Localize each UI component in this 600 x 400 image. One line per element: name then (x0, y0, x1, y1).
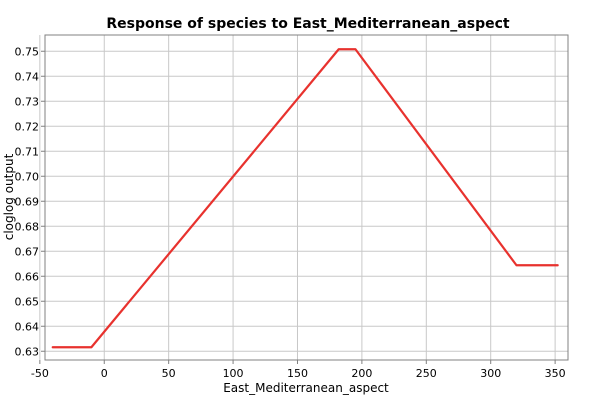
y-tick-label: 0.75 (15, 45, 40, 58)
x-tick-label: -50 (31, 367, 49, 380)
y-tick-label: 0.69 (15, 195, 40, 208)
x-tick-label: 300 (480, 367, 501, 380)
x-tick-label: 250 (416, 367, 437, 380)
x-axis-label: East_Mediterranean_aspect (223, 381, 389, 395)
x-tick-label: 350 (545, 367, 566, 380)
y-tick-label: 0.68 (15, 220, 40, 233)
x-tick-label: 200 (351, 367, 372, 380)
x-tick-label: 150 (287, 367, 308, 380)
grid (39, 35, 568, 360)
x-tick-label: 0 (101, 367, 108, 380)
chart-title: Response of species to East_Mediterranea… (106, 16, 510, 32)
y-tick-label: 0.65 (15, 295, 40, 308)
plot-area (44, 34, 569, 361)
x-tick-label: 50 (162, 367, 176, 380)
series-layer (51, 48, 559, 349)
y-tick-label: 0.72 (15, 120, 40, 133)
y-tick-label: 0.67 (15, 245, 40, 258)
y-tick-label: 0.66 (15, 270, 40, 283)
y-tick-label: 0.63 (15, 345, 40, 358)
y-tick-label: 0.70 (15, 170, 40, 183)
x-tick-label: 100 (223, 367, 244, 380)
y-tick-label: 0.74 (15, 70, 40, 83)
y-tick-label: 0.73 (15, 95, 40, 108)
axis-ticks: -50 0 50 100 150 200 250 300 350 0.63 0.64 0.65 0.66… (15, 45, 566, 380)
series-line (51, 48, 559, 349)
y-axis-label: cloglog output (2, 153, 16, 240)
y-tick-label: 0.64 (15, 320, 40, 333)
y-tick-label: 0.71 (15, 145, 40, 158)
